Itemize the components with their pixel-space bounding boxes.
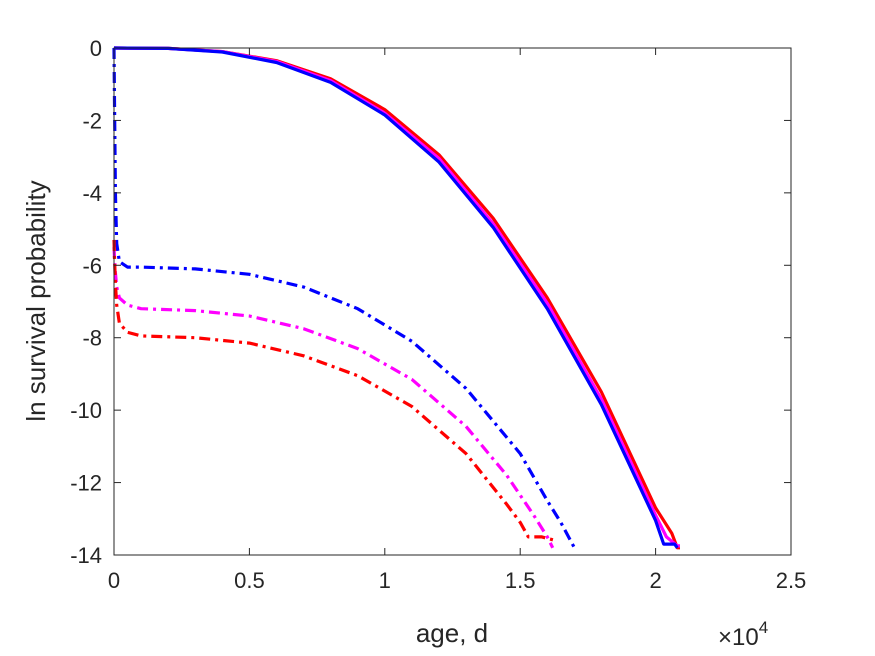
x-tick-label: 2.5 — [776, 568, 807, 593]
y-tick-label: -10 — [70, 398, 102, 423]
x-axis-label: age, d — [416, 618, 488, 648]
plot-box — [113, 47, 792, 556]
y-tick-label: -8 — [82, 326, 102, 351]
y-axis-ticks: 0 -2 -4 -6 -8 -10 -12 -14 — [70, 36, 791, 568]
plot-background — [114, 48, 791, 555]
x-tick-label: 0 — [108, 568, 120, 593]
series-line-3 — [113, 46, 679, 549]
x-multiplier-exponent: 4 — [759, 618, 768, 637]
y-axis-label: ln survival probability — [21, 180, 51, 421]
series-line-6 — [112, 239, 556, 543]
x-axis-multiplier: ×104 — [718, 618, 768, 651]
x-tick-label: 1 — [379, 568, 391, 593]
x-axis-ticks: 0 0.5 1 1.5 2 2.5 — [108, 48, 806, 593]
series-line-4 — [112, 47, 576, 549]
x-tick-label: 1.5 — [505, 568, 536, 593]
y-tick-label: 0 — [90, 36, 102, 61]
x-multiplier-base: ×10 — [718, 624, 759, 651]
y-tick-label: -12 — [70, 471, 102, 496]
x-tick-label: 0.5 — [234, 568, 265, 593]
y-tick-label: -2 — [82, 108, 102, 133]
series-layer — [112, 46, 680, 550]
y-tick-label: -14 — [70, 543, 102, 568]
y-tick-label: -6 — [82, 253, 102, 278]
series-line-5 — [112, 247, 555, 549]
y-tick-label: -4 — [82, 181, 102, 206]
x-tick-label: 2 — [649, 568, 661, 593]
